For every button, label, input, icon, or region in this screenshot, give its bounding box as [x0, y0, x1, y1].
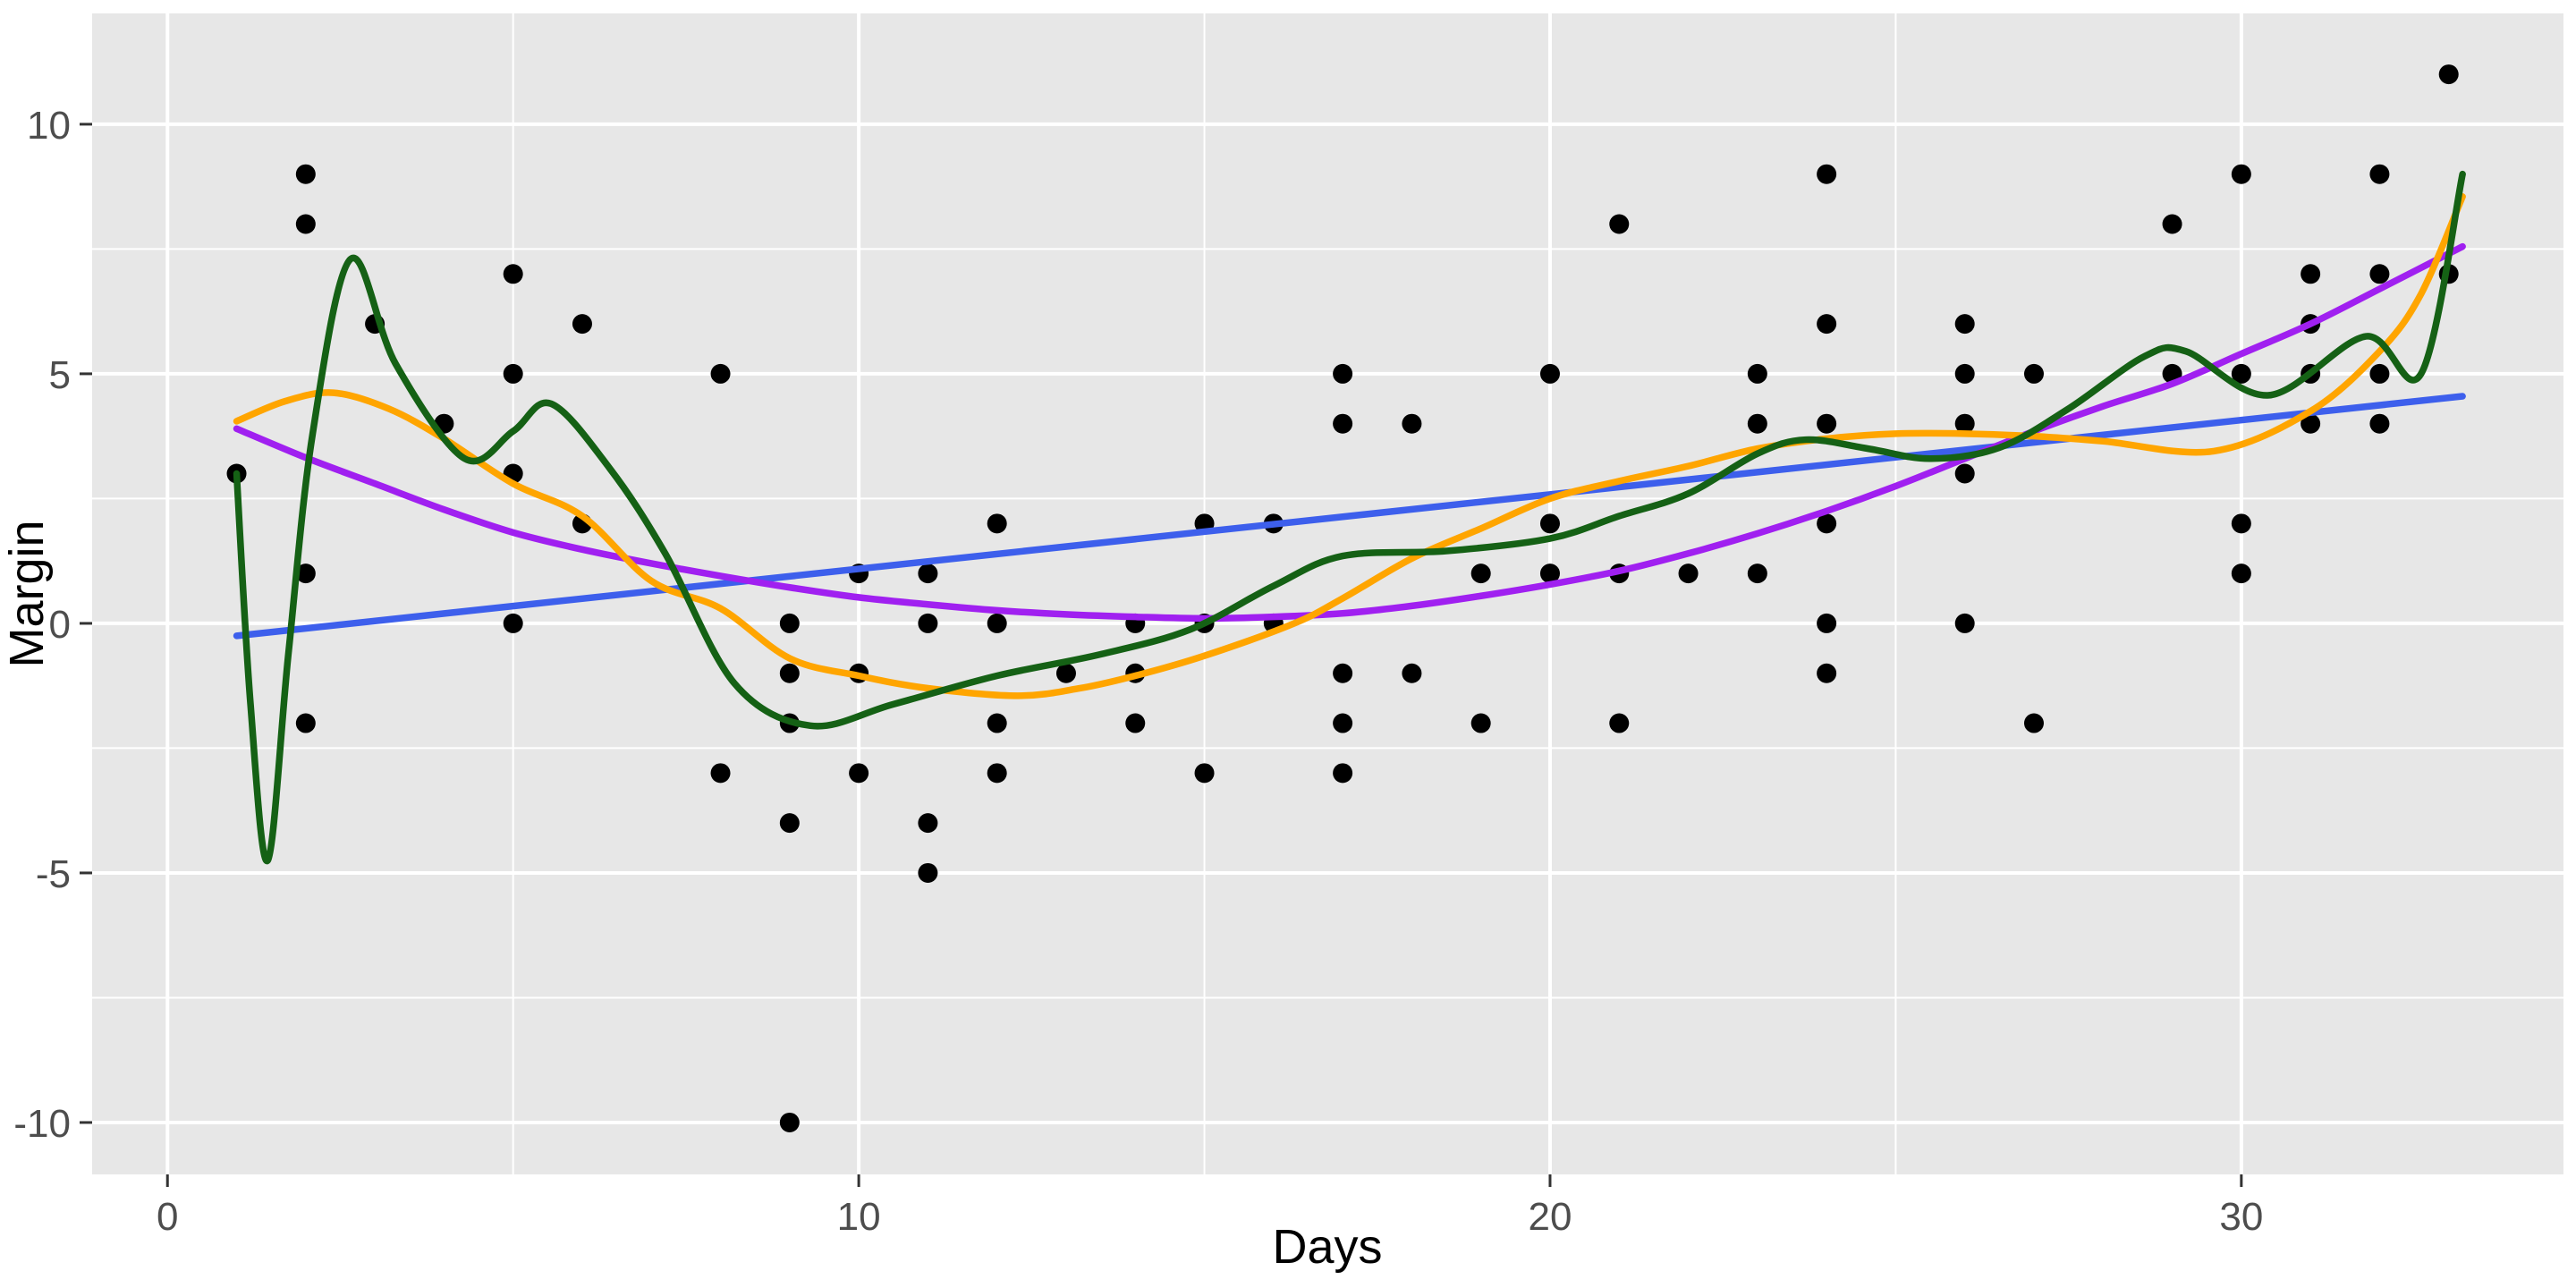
data-point [295, 164, 316, 184]
data-point [2231, 363, 2251, 384]
data-point [2369, 413, 2390, 434]
plot-panel [92, 13, 2563, 1174]
data-point [1539, 564, 1560, 584]
data-point [779, 813, 800, 834]
data-point [1333, 663, 1353, 683]
data-point [2231, 164, 2251, 184]
data-point [2301, 413, 2321, 434]
smoother-line-loess-narrow-fit [233, 170, 2466, 865]
data-point [710, 363, 731, 384]
tick-layer: 0 10 20 30 10 5 0 -5 -10 [13, 104, 2263, 1239]
y-tick-label: 10 [27, 104, 71, 148]
data-point [1817, 164, 1837, 184]
x-tick-label: 10 [837, 1195, 881, 1239]
y-axis-title: Margin [0, 520, 54, 667]
data-point [2231, 513, 2251, 534]
data-point [1194, 763, 1215, 784]
plot-panel-layer [92, 13, 2563, 1174]
data-point [1125, 713, 1146, 733]
data-point [572, 314, 592, 335]
data-point [1402, 413, 1422, 434]
data-point [2023, 363, 2044, 384]
data-point [1333, 363, 1353, 384]
data-point [503, 363, 523, 384]
data-point [1609, 214, 1630, 234]
data-point [1333, 713, 1353, 733]
data-point [295, 564, 316, 584]
data-point [987, 763, 1007, 784]
data-point [1817, 413, 1837, 434]
x-tick-label: 30 [2219, 1195, 2263, 1239]
data-point [849, 763, 869, 784]
data-point [918, 862, 938, 883]
data-point [779, 663, 800, 683]
data-point [1539, 363, 1560, 384]
data-point [1954, 463, 1975, 484]
data-point [1609, 713, 1630, 733]
data-point [1470, 564, 1491, 584]
data-point [2231, 564, 2251, 584]
data-point [2369, 264, 2390, 284]
data-point [1954, 613, 1975, 633]
data-point [2162, 214, 2182, 234]
data-point [295, 214, 316, 234]
data-point [710, 763, 731, 784]
data-point [1954, 314, 1975, 335]
data-point [918, 564, 938, 584]
y-tick-label: 0 [49, 603, 71, 647]
data-point [1954, 363, 1975, 384]
data-point [1954, 413, 1975, 434]
data-point [1747, 564, 1767, 584]
smoother-line-loess-wide-fit [233, 193, 2466, 699]
data-point [1817, 513, 1837, 534]
y-tick-label: -10 [13, 1102, 71, 1146]
data-point [503, 264, 523, 284]
data-point [1470, 713, 1491, 733]
data-point [779, 1112, 800, 1132]
data-point [1678, 564, 1699, 584]
data-point [987, 613, 1007, 633]
smoother-line-quadratic-fit [233, 242, 2466, 623]
data-point [779, 613, 800, 633]
x-tick-label: 0 [157, 1195, 178, 1239]
series-layer [226, 64, 2466, 1132]
data-point [295, 713, 316, 733]
data-point [2369, 363, 2390, 384]
data-point [987, 713, 1007, 733]
data-point [2369, 164, 2390, 184]
data-point [2301, 264, 2321, 284]
data-point [1817, 663, 1837, 683]
data-point [1333, 413, 1353, 434]
smoother-line-linear-fit [233, 393, 2466, 640]
x-tick-label: 20 [1529, 1195, 1572, 1239]
data-point [1817, 314, 1837, 335]
data-point [1747, 363, 1767, 384]
data-point [1817, 613, 1837, 633]
y-tick-label: 5 [49, 353, 71, 397]
data-point [1055, 663, 1076, 683]
data-point [987, 513, 1007, 534]
data-point [1747, 413, 1767, 434]
data-point [2438, 64, 2459, 85]
x-axis-title: Days [1272, 1220, 1382, 1274]
data-point [918, 613, 938, 633]
data-point [1333, 763, 1353, 784]
data-point [1539, 513, 1560, 534]
data-point [503, 613, 523, 633]
data-point [918, 813, 938, 834]
y-tick-label: -5 [36, 852, 71, 896]
data-point [1402, 663, 1422, 683]
data-point [2023, 713, 2044, 733]
